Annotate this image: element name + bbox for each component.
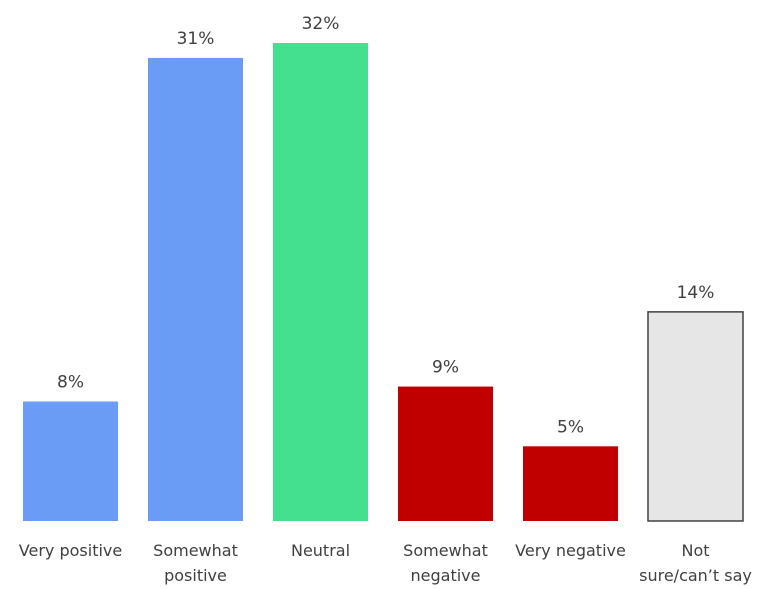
bar-3 bbox=[398, 386, 493, 521]
value-label-5: 14% bbox=[677, 283, 715, 303]
value-label-3: 9% bbox=[432, 358, 459, 378]
bar-4 bbox=[523, 446, 618, 521]
bar-2 bbox=[273, 43, 368, 521]
category-label-2: Neutral bbox=[291, 541, 350, 560]
category-label-1-line-1: positive bbox=[164, 566, 227, 585]
category-label-5-line-0: Not bbox=[681, 541, 709, 560]
category-label-3-line-1: negative bbox=[411, 566, 481, 585]
category-label-5-line-1: sure/can’t say bbox=[639, 566, 752, 585]
bar-0 bbox=[23, 401, 118, 521]
value-label-0: 8% bbox=[57, 373, 84, 393]
category-label-1-line-0: Somewhat bbox=[153, 541, 238, 560]
bar-1 bbox=[148, 57, 243, 521]
value-label-2: 32% bbox=[302, 14, 340, 34]
value-label-1: 31% bbox=[177, 29, 215, 49]
category-label-3-line-0: Somewhat bbox=[403, 541, 488, 560]
value-label-4: 5% bbox=[557, 417, 584, 437]
category-label-4: Very negative bbox=[515, 541, 626, 560]
bar-5 bbox=[647, 311, 744, 522]
category-label-0: Very positive bbox=[19, 541, 122, 560]
